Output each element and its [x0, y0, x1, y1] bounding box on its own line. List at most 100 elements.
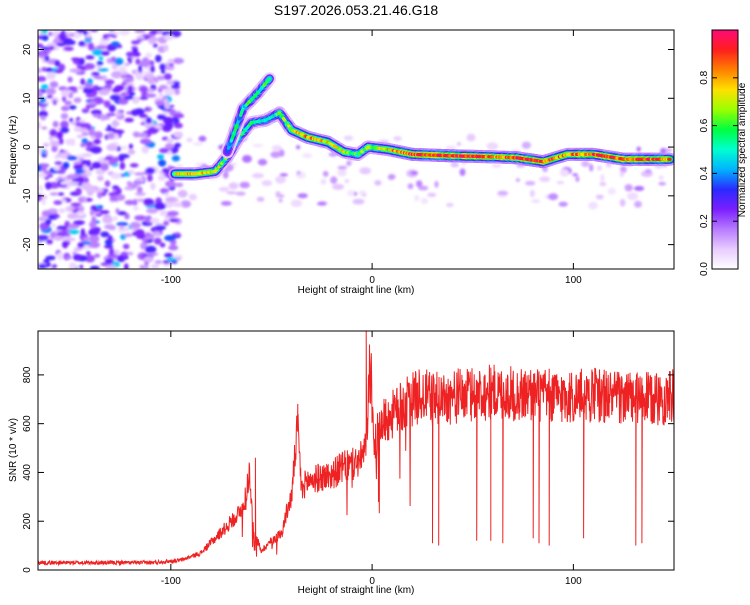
- noise-blob: [100, 231, 109, 237]
- noise-blob: [60, 181, 67, 184]
- noise-blob: [171, 260, 178, 264]
- noise-blob: [101, 163, 109, 171]
- noise-blob: [137, 186, 143, 193]
- noise-blob: [634, 186, 644, 191]
- noise-blob: [55, 28, 60, 33]
- noise-blob: [98, 205, 103, 208]
- noise-blob: [71, 58, 81, 61]
- noise-blob: [557, 181, 565, 184]
- noise-blob: [597, 166, 602, 171]
- noise-blob: [159, 93, 163, 97]
- noise-blob: [119, 230, 124, 233]
- noise-blob: [49, 46, 55, 50]
- noise-blob: [148, 127, 159, 134]
- noise-blob: [164, 99, 169, 102]
- noise-blob: [52, 264, 57, 268]
- noise-blob: [78, 198, 84, 203]
- noise-blob: [150, 183, 155, 190]
- noise-blob: [86, 171, 92, 176]
- noise-blob: [113, 216, 117, 221]
- noise-blob: [54, 166, 61, 171]
- noise-blob: [659, 175, 664, 180]
- noise-blob: [163, 117, 174, 125]
- noise-blob: [548, 193, 558, 200]
- noise-blob: [164, 88, 176, 95]
- noise-blob: [54, 70, 63, 74]
- noise-blob: [359, 191, 366, 196]
- noise-blob: [145, 94, 156, 98]
- noise-blob: [65, 256, 72, 259]
- noise-blob: [36, 76, 47, 82]
- noise-blob: [56, 131, 63, 139]
- noise-blob: [154, 203, 166, 210]
- noise-blob: [498, 191, 509, 195]
- noise-blob: [374, 180, 381, 185]
- noise-blob: [133, 206, 140, 210]
- noise-blob: [80, 143, 86, 147]
- noise-blob: [124, 233, 133, 237]
- noise-blob: [174, 143, 181, 148]
- noise-blob: [625, 184, 633, 191]
- noise-blob: [134, 215, 146, 221]
- noise-blob: [42, 67, 47, 72]
- noise-blob: [421, 198, 428, 204]
- y-tick-label: -10: [22, 188, 33, 203]
- noise-blob: [63, 162, 70, 169]
- noise-blob: [45, 219, 51, 225]
- noise-blob: [61, 106, 70, 111]
- noise-blob: [74, 32, 80, 39]
- noise-blob: [175, 183, 183, 188]
- noise-blob: [84, 63, 95, 69]
- noise-blob: [126, 52, 135, 57]
- colorbar: 0.00.20.40.60.8 Normalized spectral ampl…: [699, 30, 748, 276]
- y-tick-label: 20: [22, 44, 33, 56]
- noise-blob: [116, 194, 125, 200]
- noise-blob: [94, 76, 104, 79]
- colorbar-tick-label: 0.6: [699, 118, 710, 132]
- noise-blob: [147, 107, 151, 111]
- noise-blob: [73, 174, 81, 178]
- noise-blob: [86, 251, 90, 255]
- noise-blob: [89, 167, 93, 171]
- noise-blob: [434, 181, 438, 188]
- noise-blob: [77, 135, 84, 138]
- x-tick-label: -100: [161, 275, 181, 286]
- noise-blob: [49, 129, 57, 136]
- noise-blob: [46, 72, 55, 80]
- noise-blob: [88, 101, 97, 105]
- y-tick-label: 400: [22, 464, 33, 481]
- noise-blob: [457, 142, 461, 146]
- noise-blob: [80, 78, 85, 85]
- noise-blob: [53, 121, 59, 128]
- noise-blob: [236, 192, 246, 196]
- noise-blob: [115, 58, 124, 65]
- y-tick-label: 0: [22, 144, 33, 150]
- noise-blob: [221, 201, 232, 206]
- noise-blob: [467, 134, 476, 141]
- noise-blob: [163, 45, 168, 52]
- noise-blob: [62, 96, 66, 102]
- noise-blob: [492, 164, 502, 168]
- noise-blob: [78, 41, 85, 46]
- noise-blob: [40, 116, 46, 121]
- noise-blob: [291, 200, 302, 208]
- page-title: S197.2026.053.21.46.G18: [274, 2, 438, 18]
- noise-blob: [154, 77, 158, 83]
- noise-blob: [112, 185, 119, 189]
- noise-blob: [337, 169, 346, 177]
- noise-blob: [86, 187, 98, 193]
- noise-blob: [75, 169, 84, 174]
- noise-blob: [122, 71, 128, 75]
- noise-blob: [258, 159, 267, 166]
- noise-blob: [155, 55, 162, 63]
- noise-blob: [60, 127, 69, 133]
- noise-blob: [101, 51, 110, 56]
- colorbar-tick-label: 0.2: [699, 214, 710, 228]
- noise-blob: [142, 146, 150, 154]
- noise-blob: [106, 144, 117, 151]
- noise-blob: [127, 57, 131, 61]
- noise-blob: [163, 221, 169, 226]
- noise-blob: [199, 136, 207, 142]
